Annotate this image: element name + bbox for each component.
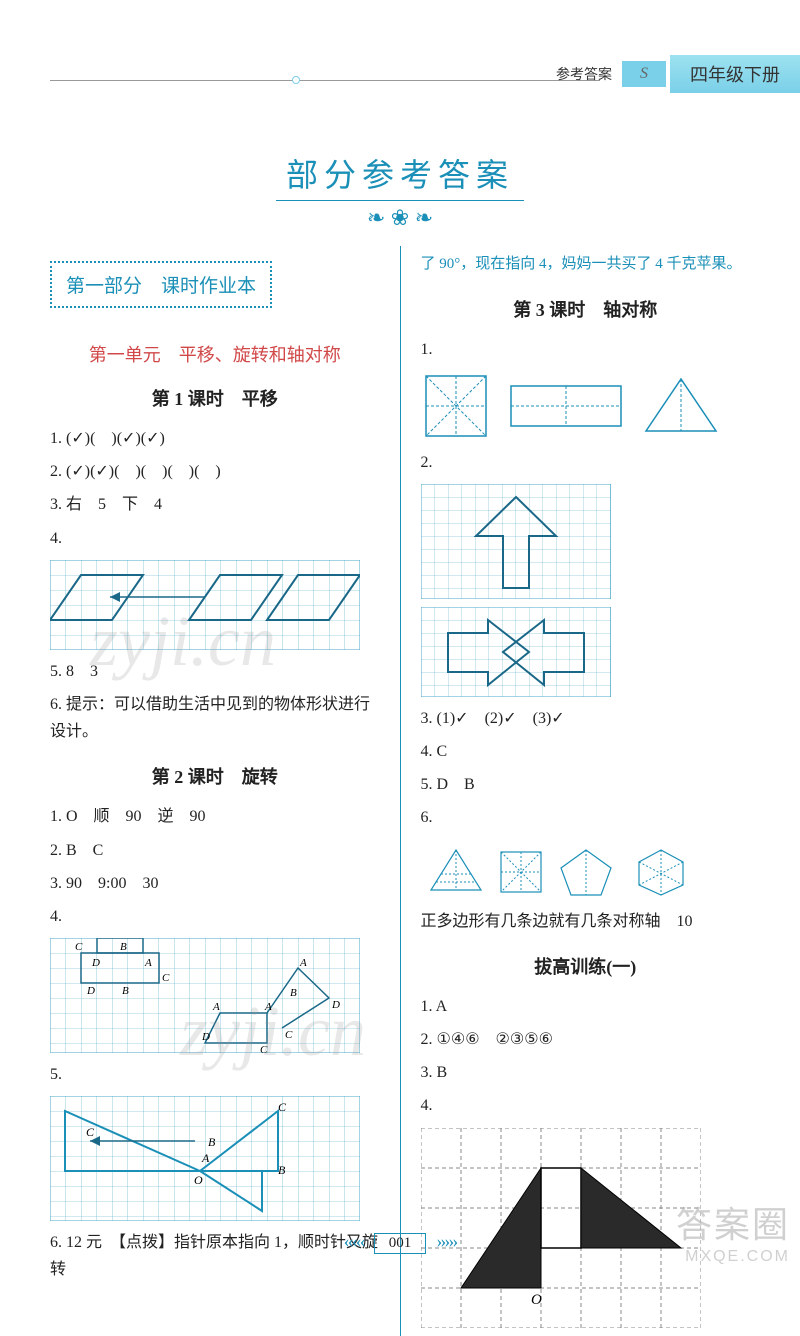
- l2-item4-num: 4.: [50, 908, 62, 925]
- svg-text:A: A: [264, 1001, 272, 1013]
- l3-fig1: [421, 371, 751, 441]
- ornament-icon: ❧ ❀ ❧: [0, 205, 800, 231]
- main-title: 部分参考答案: [276, 150, 524, 201]
- svg-text:C: C: [285, 1029, 293, 1041]
- header-answer-label: 参考答案: [556, 64, 612, 84]
- l2-item3: 3. 90 9:00 30: [50, 870, 380, 897]
- l2-item5: 5. C B A O C B: [50, 1061, 380, 1221]
- l3-item6: 6.: [421, 804, 751, 899]
- svg-text:B: B: [122, 985, 129, 997]
- right-column: 了 90°，现在指向 4，妈妈一共买了 4 千克苹果。 第 3 课时 轴对称 1…: [421, 246, 751, 1336]
- svg-text:B: B: [278, 1163, 286, 1177]
- unit-title: 第一单元 平移、旋转和轴对称: [50, 341, 380, 367]
- l3-item2-num: 2.: [421, 454, 433, 471]
- svg-text:C: C: [75, 941, 83, 953]
- l2-item4: 4. C B D A C B D A A D: [50, 903, 380, 1053]
- l1-fig4-svg: [50, 560, 360, 650]
- svg-text:D: D: [91, 957, 100, 969]
- l3-item1: 1.: [421, 336, 751, 441]
- l1-item4-num: 4.: [50, 530, 62, 547]
- l3-item4: 4. C: [421, 738, 751, 765]
- l3-item1-num: 1.: [421, 341, 433, 358]
- top-continuation: 了 90°，现在指向 4，妈妈一共买了 4 千克苹果。: [421, 252, 751, 278]
- lesson2-title: 第 2 课时 旋转: [50, 763, 380, 789]
- svg-text:B: B: [208, 1135, 216, 1149]
- footer: ‹‹‹‹‹ 001 ›››››: [0, 1231, 800, 1254]
- adv-fig4-svg: O: [421, 1128, 701, 1328]
- l1-item6: 6. 提示：可以借助生活中见到的物体形状进行设计。: [50, 691, 380, 745]
- s-badge: S: [622, 61, 666, 87]
- l2-fig4: C B D A C B D A A D C A B D C: [50, 938, 380, 1053]
- title-section: 部分参考答案 ❧ ❀ ❧: [0, 120, 800, 246]
- adv-item4-num: 4.: [421, 1097, 433, 1114]
- svg-text:B: B: [120, 941, 127, 953]
- l3-fig6-svg: [421, 840, 721, 900]
- content: 第一部分 课时作业本 第一单元 平移、旋转和轴对称 第 1 课时 平移 1. (…: [0, 246, 800, 1336]
- chevron-right-icon: ›››››: [436, 1231, 456, 1251]
- left-column: 第一部分 课时作业本 第一单元 平移、旋转和轴对称 第 1 课时 平移 1. (…: [50, 246, 380, 1336]
- svg-text:B: B: [290, 987, 297, 999]
- svg-text:C: C: [162, 972, 170, 984]
- l3-item5: 5. D B: [421, 771, 751, 798]
- svg-text:D: D: [331, 999, 340, 1011]
- l3-note: 正多边形有几条边就有几条对称轴 10: [421, 908, 751, 935]
- svg-text:A: A: [144, 957, 152, 969]
- svg-text:O: O: [194, 1173, 203, 1187]
- page-header: 参考答案 S 四年级下册: [0, 30, 800, 120]
- svg-text:O: O: [531, 1292, 542, 1308]
- svg-text:C: C: [278, 1100, 287, 1114]
- svg-text:A: A: [212, 1001, 220, 1013]
- column-divider: [400, 246, 401, 1336]
- l2-fig4-svg: C B D A C B D A A D C A B D C: [50, 938, 360, 1053]
- l3-fig6: [421, 840, 751, 900]
- l3-fig2a-svg: [421, 484, 611, 599]
- l1-fig4: [50, 560, 380, 650]
- grade-badge: 四年级下册: [670, 55, 800, 93]
- adv-item3: 3. B: [421, 1059, 751, 1086]
- svg-text:C: C: [86, 1125, 95, 1139]
- svg-text:D: D: [86, 985, 95, 997]
- svg-text:A: A: [299, 957, 307, 969]
- l1-item2: 2. (✓)(✓)( )( )( )( ): [50, 458, 380, 485]
- l3-fig2: [421, 484, 751, 697]
- l3-item3: 3. (1)✓ (2)✓ (3)✓: [421, 705, 751, 732]
- section-badge: 第一部分 课时作业本: [50, 261, 272, 308]
- l3-fig2b-svg: [421, 607, 611, 697]
- l2-item5-num: 5.: [50, 1066, 62, 1083]
- header-dot: [292, 76, 300, 84]
- lesson3-title: 第 3 课时 轴对称: [421, 296, 751, 322]
- l1-item5: 5. 8 3: [50, 658, 380, 685]
- svg-text:A: A: [201, 1151, 210, 1165]
- svg-text:D: D: [201, 1031, 210, 1043]
- l2-item2: 2. B C: [50, 837, 380, 864]
- l3-fig1-svg: [421, 371, 721, 441]
- header-right: 参考答案 S 四年级下册: [556, 55, 800, 93]
- l3-item6-num: 6.: [421, 809, 433, 826]
- l2-fig5-svg: C B A O C B: [50, 1096, 360, 1221]
- l1-item4: 4.: [50, 525, 380, 650]
- lesson1-title: 第 1 课时 平移: [50, 385, 380, 411]
- l2-fig5: C B A O C B: [50, 1096, 380, 1221]
- adv-title: 拔高训练(一): [421, 953, 751, 979]
- l1-item3: 3. 右 5 下 4: [50, 491, 380, 518]
- l3-item2: 2.: [421, 449, 751, 697]
- adv-item1: 1. A: [421, 993, 751, 1020]
- adv-item2: 2. ①④⑥ ②③⑤⑥: [421, 1026, 751, 1053]
- header-line: [50, 80, 600, 81]
- svg-text:C: C: [260, 1044, 268, 1053]
- l1-item1: 1. (✓)( )(✓)(✓): [50, 425, 380, 452]
- chevron-left-icon: ‹‹‹‹‹: [344, 1231, 364, 1251]
- l2-item1: 1. O 顺 90 逆 90: [50, 803, 380, 830]
